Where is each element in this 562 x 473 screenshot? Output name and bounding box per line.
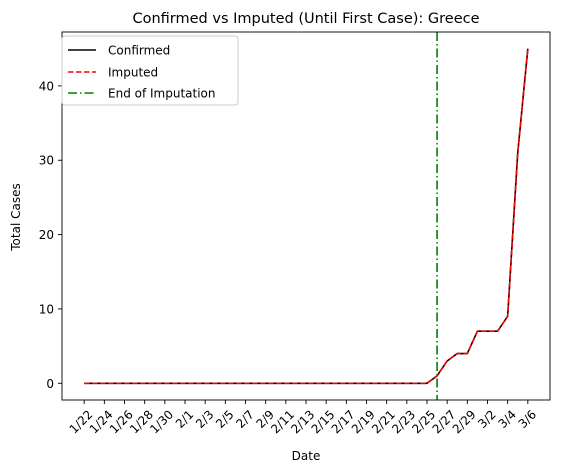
x-tick-label: 2/1 [173,407,197,431]
data-point-imputed [295,382,297,384]
y-tick-label: 20 [39,228,54,242]
data-point-imputed [325,382,327,384]
data-point-imputed [335,382,337,384]
data-point-imputed [174,382,176,384]
data-point-imputed [103,382,105,384]
x-tick-label: 2/5 [213,407,237,431]
y-tick-label: 30 [39,154,54,168]
y-tick-label: 0 [46,377,54,391]
data-point-imputed [396,382,398,384]
data-point-imputed [154,382,156,384]
y-tick-label: 10 [39,302,54,316]
data-point-imputed [436,375,438,377]
legend-frame [61,35,239,106]
data-point-imputed [486,330,488,332]
data-point-imputed [113,382,115,384]
data-point-imputed [406,382,408,384]
data-point-imputed [476,330,478,332]
y-tick-label: 40 [39,79,54,93]
data-point-imputed [234,382,236,384]
data-point-imputed [164,382,166,384]
x-tick-label: 3/4 [495,407,519,431]
data-point-imputed [194,382,196,384]
data-point-imputed [123,382,125,384]
data-point-imputed [133,382,135,384]
data-point-imputed [496,330,498,332]
plot-area [83,32,529,400]
data-point-imputed [446,360,448,362]
data-point-imputed [365,382,367,384]
x-axis-label: Date [292,449,321,463]
data-point-imputed [204,382,206,384]
data-point-imputed [93,382,95,384]
x-tick-label: 2/29 [450,407,479,436]
data-point-imputed [456,352,458,354]
legend-label-confirmed: Confirmed [108,44,170,58]
data-point-imputed [254,382,256,384]
data-point-imputed [375,382,377,384]
data-point-imputed [285,382,287,384]
data-point-imputed [275,382,277,384]
data-point-imputed [466,352,468,354]
data-point-imputed [83,382,85,384]
data-point-imputed [315,382,317,384]
legend-label-end-of-imputation: End of Imputation [108,87,216,101]
x-tick-label: 2/7 [233,407,257,431]
x-tick-label: 3/6 [516,407,540,431]
legend: Confirmed Imputed End of Imputation [61,35,239,106]
x-tick-label: 1/30 [147,407,176,436]
data-point-imputed [416,382,418,384]
data-point-imputed [214,382,216,384]
data-point-imputed [143,382,145,384]
data-point-imputed [184,382,186,384]
data-point-imputed [224,382,226,384]
data-point-imputed [426,382,428,384]
series-line-imputed [84,48,529,385]
data-point-imputed [385,382,387,384]
data-point-imputed [345,382,347,384]
data-point-imputed [527,48,529,50]
data-point-imputed [355,382,357,384]
x-tick-label: 2/3 [193,407,217,431]
data-point-imputed [506,315,508,317]
data-point-imputed [244,382,246,384]
data-point-imputed [305,382,307,384]
data-point-imputed [264,382,266,384]
chart-title: Confirmed vs Imputed (Until First Case):… [132,11,479,27]
y-axis-label: Total Cases [9,183,23,251]
x-tick-label: 3/2 [475,407,499,431]
legend-label-imputed: Imputed [108,66,158,80]
data-point-imputed [517,152,519,154]
